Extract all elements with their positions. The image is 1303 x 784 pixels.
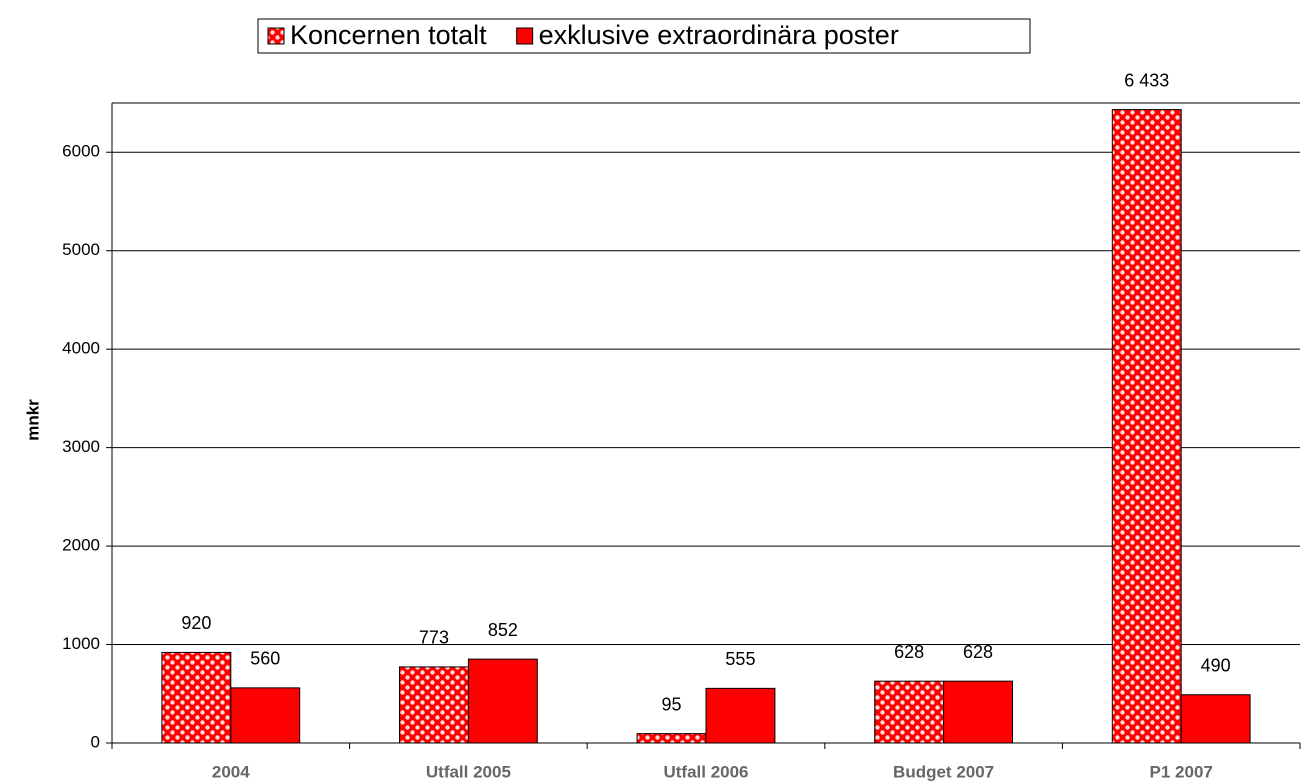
legend-swatch bbox=[267, 27, 285, 45]
data-label: 773 bbox=[419, 628, 449, 648]
bar bbox=[161, 651, 232, 744]
y-tick-label: 0 bbox=[91, 732, 100, 751]
data-label: 490 bbox=[1201, 656, 1231, 676]
bar bbox=[398, 666, 469, 744]
legend-label: Koncernen totalt bbox=[290, 20, 487, 50]
data-label: 560 bbox=[250, 649, 280, 669]
legend-box bbox=[257, 18, 1031, 54]
legend-label: exklusive extraordinära poster bbox=[539, 20, 899, 50]
legend-swatch bbox=[516, 27, 534, 45]
x-tick-label: Budget 2007 bbox=[893, 762, 994, 781]
x-tick-label: P1 2007 bbox=[1150, 762, 1213, 781]
bar bbox=[705, 687, 776, 744]
y-tick-label: 6000 bbox=[62, 142, 100, 161]
y-axis-label: mnkr bbox=[23, 399, 42, 441]
data-label: 6 433 bbox=[1124, 70, 1169, 90]
y-tick-label: 1000 bbox=[62, 634, 100, 653]
bar bbox=[943, 680, 1014, 744]
bar bbox=[636, 733, 707, 744]
y-tick-label: 4000 bbox=[62, 339, 100, 358]
bar bbox=[467, 658, 538, 744]
data-label: 628 bbox=[963, 642, 993, 662]
x-tick-label: Utfall 2005 bbox=[426, 762, 511, 781]
data-label: 555 bbox=[725, 649, 755, 669]
x-tick-label: 2004 bbox=[212, 762, 250, 781]
y-tick-label: 2000 bbox=[62, 536, 100, 555]
bar bbox=[1180, 694, 1251, 744]
bar bbox=[874, 680, 945, 744]
x-tick-label: Utfall 2006 bbox=[663, 762, 748, 781]
bar bbox=[1111, 109, 1182, 744]
data-label: 95 bbox=[662, 694, 682, 714]
bar bbox=[230, 687, 301, 744]
data-label: 628 bbox=[894, 642, 924, 662]
data-label: 920 bbox=[181, 613, 211, 633]
y-tick-label: 5000 bbox=[62, 240, 100, 259]
data-label: 852 bbox=[488, 620, 518, 640]
y-tick-label: 3000 bbox=[62, 437, 100, 456]
